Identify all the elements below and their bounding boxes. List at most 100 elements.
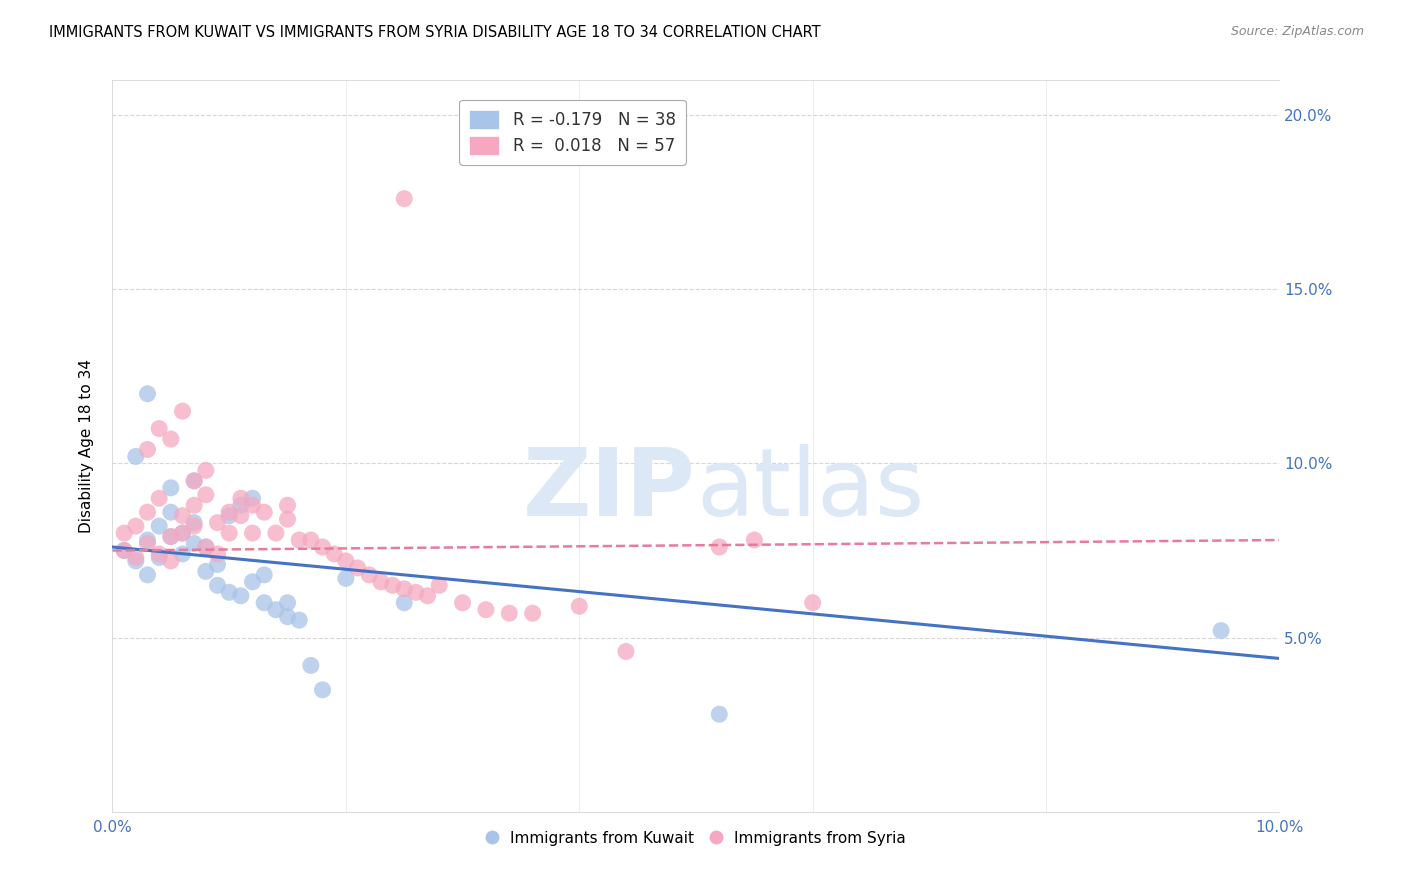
- Point: [172, 508, 194, 523]
- Y-axis label: Disability Age 18 to 34: Disability Age 18 to 34: [79, 359, 94, 533]
- Point: [370, 574, 392, 589]
- Point: [218, 526, 240, 541]
- Point: [194, 488, 217, 502]
- Point: [183, 474, 205, 488]
- Point: [183, 498, 205, 512]
- Point: [264, 603, 287, 617]
- Point: [136, 505, 159, 519]
- Point: [136, 442, 159, 457]
- Point: [148, 550, 170, 565]
- Point: [183, 519, 205, 533]
- Point: [136, 536, 159, 550]
- Point: [276, 498, 298, 512]
- Point: [160, 432, 183, 446]
- Point: [394, 192, 416, 206]
- Point: [264, 526, 287, 541]
- Point: [709, 707, 731, 722]
- Point: [311, 540, 333, 554]
- Text: ZIP: ZIP: [523, 444, 696, 536]
- Point: [160, 505, 183, 519]
- Point: [394, 596, 416, 610]
- Point: [288, 533, 311, 547]
- Point: [160, 530, 183, 544]
- Point: [394, 582, 416, 596]
- Point: [359, 567, 381, 582]
- Point: [194, 540, 217, 554]
- Point: [1209, 624, 1232, 638]
- Point: [276, 512, 298, 526]
- Point: [160, 554, 183, 568]
- Point: [148, 519, 170, 533]
- Point: [335, 554, 357, 568]
- Point: [801, 596, 824, 610]
- Point: [288, 613, 311, 627]
- Point: [276, 609, 298, 624]
- Point: [218, 508, 240, 523]
- Point: [709, 540, 731, 554]
- Point: [125, 554, 148, 568]
- Point: [475, 603, 498, 617]
- Point: [229, 589, 252, 603]
- Point: [207, 558, 229, 572]
- Point: [218, 505, 240, 519]
- Point: [183, 536, 205, 550]
- Point: [207, 578, 229, 592]
- Point: [172, 526, 194, 541]
- Point: [183, 516, 205, 530]
- Point: [416, 589, 439, 603]
- Point: [207, 547, 229, 561]
- Point: [614, 644, 637, 658]
- Text: atlas: atlas: [696, 444, 924, 536]
- Point: [194, 565, 217, 579]
- Point: [242, 526, 264, 541]
- Point: [125, 519, 148, 533]
- Point: [381, 578, 404, 592]
- Point: [229, 508, 252, 523]
- Point: [568, 599, 591, 614]
- Point: [136, 533, 159, 547]
- Point: [125, 450, 148, 464]
- Point: [172, 526, 194, 541]
- Point: [160, 481, 183, 495]
- Point: [112, 543, 135, 558]
- Point: [148, 421, 170, 435]
- Point: [299, 658, 322, 673]
- Point: [498, 606, 520, 620]
- Point: [451, 596, 474, 610]
- Point: [253, 596, 276, 610]
- Point: [242, 491, 264, 506]
- Point: [346, 561, 368, 575]
- Point: [172, 547, 194, 561]
- Point: [427, 578, 450, 592]
- Point: [194, 463, 217, 477]
- Point: [299, 533, 322, 547]
- Point: [242, 574, 264, 589]
- Point: [405, 585, 427, 599]
- Point: [136, 567, 159, 582]
- Point: [160, 530, 183, 544]
- Point: [276, 596, 298, 610]
- Point: [207, 516, 229, 530]
- Point: [742, 533, 765, 547]
- Point: [323, 547, 346, 561]
- Text: IMMIGRANTS FROM KUWAIT VS IMMIGRANTS FROM SYRIA DISABILITY AGE 18 TO 34 CORRELAT: IMMIGRANTS FROM KUWAIT VS IMMIGRANTS FRO…: [49, 25, 821, 40]
- Point: [335, 571, 357, 585]
- Point: [112, 526, 135, 541]
- Point: [183, 474, 205, 488]
- Point: [148, 547, 170, 561]
- Point: [194, 540, 217, 554]
- Point: [125, 550, 148, 565]
- Legend: Immigrants from Kuwait, Immigrants from Syria: Immigrants from Kuwait, Immigrants from …: [479, 824, 912, 852]
- Point: [311, 682, 333, 697]
- Point: [218, 585, 240, 599]
- Point: [148, 491, 170, 506]
- Text: 10.0%: 10.0%: [1256, 821, 1303, 836]
- Point: [112, 543, 135, 558]
- Text: Source: ZipAtlas.com: Source: ZipAtlas.com: [1230, 25, 1364, 38]
- Text: 0.0%: 0.0%: [93, 821, 132, 836]
- Point: [229, 491, 252, 506]
- Point: [229, 498, 252, 512]
- Point: [136, 386, 159, 401]
- Point: [253, 505, 276, 519]
- Point: [522, 606, 544, 620]
